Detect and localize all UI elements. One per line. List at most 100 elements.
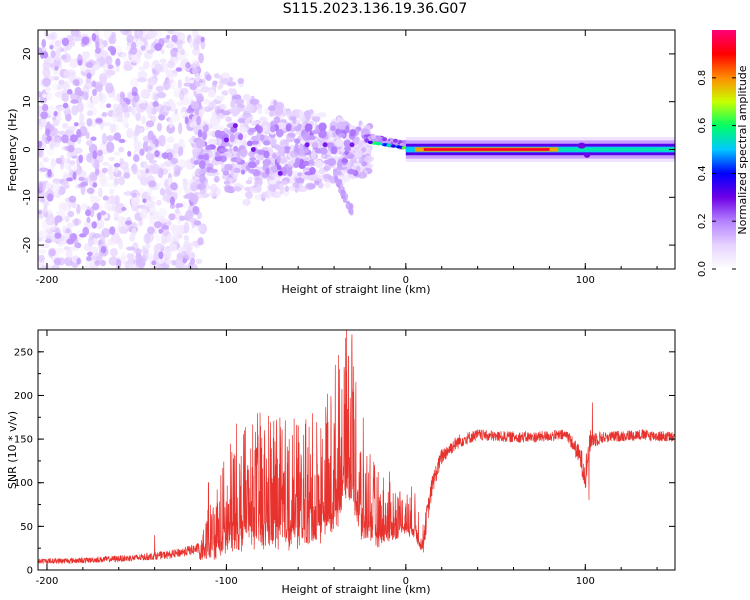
spectrogram-cell — [149, 214, 156, 224]
spectrogram-cell — [133, 154, 140, 163]
spectrogram-cell — [91, 33, 97, 42]
spectrogram-cell — [133, 140, 143, 151]
spectrogram-cell — [80, 203, 89, 211]
spectrogram-cell — [143, 233, 151, 244]
spectrogram-cell — [106, 103, 112, 109]
spectrogram-cell — [257, 177, 263, 185]
spectrogram-cell — [85, 61, 94, 69]
spectrogram-cell — [40, 243, 50, 249]
spectrogram-cell — [78, 154, 84, 164]
spectrogram-cell — [240, 169, 246, 175]
spectrogram-cell — [137, 70, 148, 80]
spectrogram-cell — [157, 135, 164, 145]
spectrogram-cell — [53, 56, 63, 69]
spectrogram-cell — [46, 225, 55, 231]
spectrogram-cell — [98, 174, 109, 185]
spectrogram-cell — [145, 168, 150, 174]
spectrogram-cell — [172, 143, 179, 154]
spectrogram-cell — [145, 152, 155, 161]
colorbar-tick-label: 0.8 — [697, 70, 708, 86]
spectrogram-cell — [203, 154, 210, 161]
spectrogram-cell — [262, 124, 268, 133]
spectrogram-cell — [70, 134, 78, 143]
snr-x-tick-label: -100 — [215, 576, 238, 587]
spectrogram-cell — [267, 190, 273, 198]
spectrogram-cell — [209, 85, 216, 96]
spectrogram-cell — [183, 235, 190, 241]
spectrogram-cell — [248, 161, 257, 169]
spectrogram-cell — [154, 63, 164, 73]
spectrogram-cell — [45, 182, 52, 189]
spectrogram-cell — [92, 202, 100, 211]
spectrogram-y-tick-label: -10 — [22, 189, 33, 205]
spectrogram-cell — [66, 88, 73, 95]
spectrogram-cell — [195, 258, 203, 265]
spectrogram-cell — [298, 110, 305, 119]
spectrogram-cell — [58, 79, 65, 86]
spectrogram-cell — [40, 50, 45, 59]
spectrogram-cell — [349, 158, 354, 168]
spectrogram-cell — [118, 138, 126, 143]
spectrogram-cell — [330, 146, 338, 155]
spectrogram-cell — [71, 104, 79, 116]
spectrogram-cell — [192, 206, 199, 213]
spectrogram-cell — [149, 252, 154, 261]
spectrogram-cell — [279, 183, 284, 190]
spectrogram-cell — [85, 255, 92, 262]
spectrogram-cell — [256, 183, 262, 193]
spectrogram-cell — [176, 101, 184, 106]
spectrogram-cell — [61, 92, 69, 103]
spectrogram-cell — [254, 193, 263, 201]
spectrogram-cell — [154, 138, 159, 147]
spectrogram-cell — [65, 248, 73, 260]
spectrogram-cell — [68, 125, 77, 132]
spectrogram-cell — [295, 157, 301, 166]
spectrogram-cell — [251, 135, 259, 141]
spectrogram-cell — [195, 93, 205, 103]
spectrogram-cell — [53, 76, 60, 81]
snr-series-line — [38, 330, 675, 565]
colorbar: 0.0 0.2 0.4 0.6 0.8 Normalized spectral ampl… — [697, 30, 749, 277]
spectrogram-cell — [250, 147, 256, 152]
spectrogram-cell — [317, 112, 327, 118]
spectrogram-cell — [256, 125, 263, 134]
spectrogram-y-tick-label: 0 — [22, 146, 33, 152]
spectrogram-cell — [271, 186, 277, 193]
spectrogram-cell — [248, 168, 256, 173]
spectrogram-cell — [140, 176, 149, 186]
spectrogram-cell — [329, 178, 336, 184]
spectrogram-cell — [111, 232, 121, 245]
spectrogram-x-tick-label: -200 — [36, 275, 59, 286]
spectrogram-cell — [66, 158, 71, 164]
spectrogram-cell — [98, 102, 106, 110]
spectrogram-cell — [189, 251, 196, 261]
spectrogram-cell — [108, 35, 117, 45]
spectrogram-cell — [137, 187, 145, 194]
spectrogram-cell — [326, 142, 335, 148]
spectrogram-cell — [71, 164, 78, 171]
spectrogram-cell — [260, 134, 265, 141]
colorbar-tick-label: 0.6 — [697, 118, 708, 134]
spectrogram-cell — [92, 233, 102, 239]
spectrogram-cell — [76, 169, 87, 179]
spectrogram-cell — [101, 122, 112, 127]
spectrogram-cell — [214, 105, 221, 116]
spectrogram-cell — [155, 85, 165, 93]
spectrogram-cell — [88, 240, 93, 248]
spectrogram-cell — [196, 183, 207, 190]
spectrogram-cell — [92, 150, 98, 160]
spectrogram-cell — [158, 228, 164, 234]
spectrogram-cell — [205, 74, 212, 81]
spectrogram-cell — [349, 142, 355, 148]
spectrogram-cell — [64, 256, 74, 267]
spectrogram-cell — [347, 168, 356, 175]
spectrogram-cell — [76, 30, 81, 38]
spectrogram-cell — [286, 132, 295, 143]
spectrogram-cell — [194, 72, 201, 83]
spectrogram-cell — [47, 208, 53, 216]
spectrogram-cell — [106, 135, 115, 142]
spectrogram-cell — [118, 146, 125, 153]
spectrogram-cell — [577, 142, 586, 149]
spectrogram-cell — [40, 111, 48, 120]
spectrogram-cell — [396, 145, 402, 149]
